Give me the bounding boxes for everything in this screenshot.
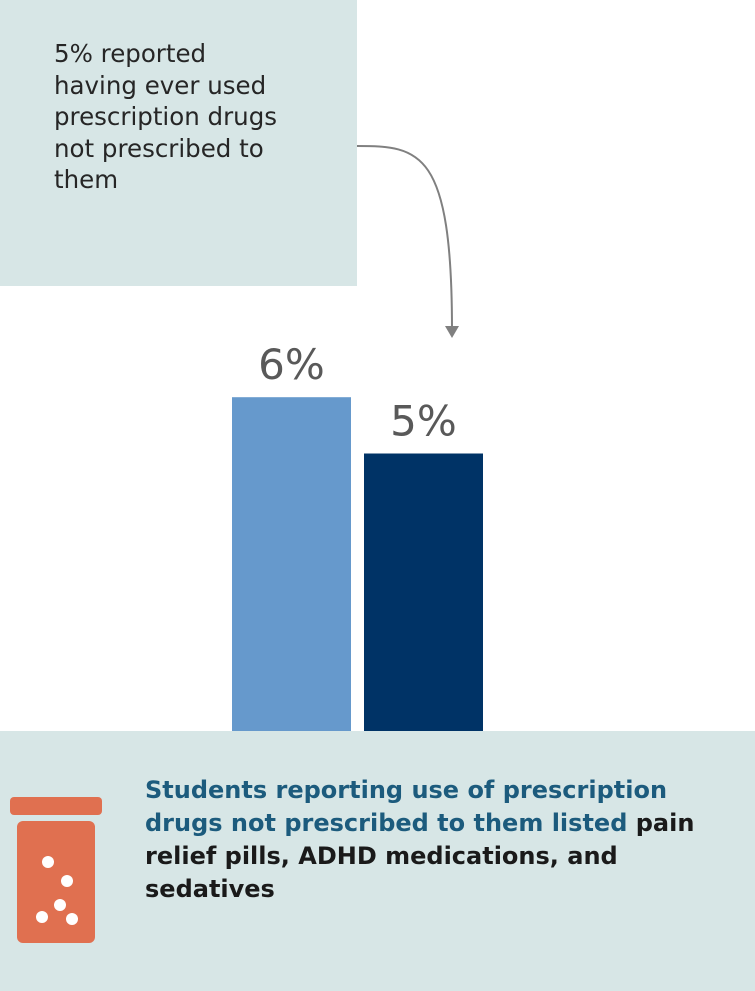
- footer-highlight-text: Students reporting use of prescription d…: [145, 776, 668, 837]
- callout-line: having ever used: [54, 70, 267, 100]
- callout-line: prescription drugs: [54, 102, 278, 131]
- footer-panel: Students reporting use of prescription d…: [0, 731, 755, 991]
- callout-box: 5% reported having ever used prescriptio…: [0, 0, 357, 286]
- bar-chart: 6% 5%: [232, 145, 483, 735]
- pill-bottle-icon: [10, 797, 102, 943]
- bar-value-label-1: 6%: [258, 340, 325, 389]
- bar-1: [232, 397, 351, 735]
- callout-arrowhead: [445, 326, 459, 338]
- callout-line: not prescribed to: [54, 133, 264, 163]
- footer-bold-text: pain relief pills, ADHD medications, and…: [145, 809, 695, 903]
- callout-text: 5% reported having ever used prescriptio…: [54, 38, 344, 196]
- footer-text: Students reporting use of prescription d…: [145, 774, 745, 906]
- callout-line: 5% reported: [54, 39, 207, 68]
- bar-value-label-2: 5%: [390, 397, 457, 446]
- callout-line: them: [54, 165, 119, 194]
- callout-arrow: [356, 145, 453, 331]
- bar-2: [364, 453, 483, 735]
